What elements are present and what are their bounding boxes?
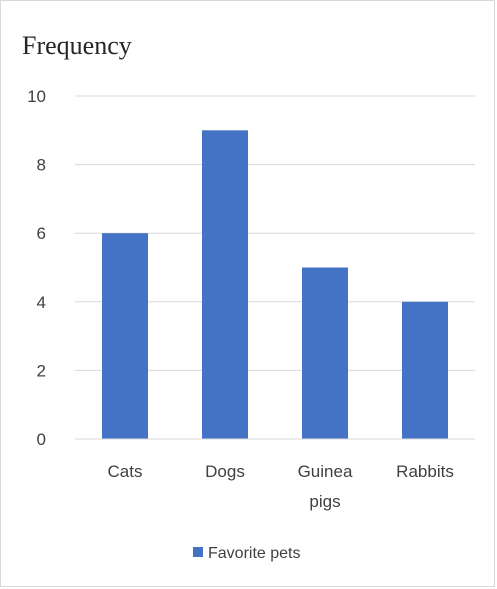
y-axis-tick-labels: 0 2 4 6 8 10 — [27, 87, 46, 449]
legend-label: Favorite pets — [208, 545, 300, 562]
bar-dogs — [202, 130, 248, 440]
x-category-label: Dogs — [205, 462, 245, 481]
chart-title: Frequency — [22, 31, 132, 60]
y-tick-label: 4 — [37, 293, 46, 312]
x-category-label: Rabbits — [396, 462, 454, 481]
y-tick-label: 2 — [37, 361, 46, 380]
x-category-label: Cats — [108, 462, 143, 481]
bar-cats — [102, 233, 148, 439]
legend: Favorite pets — [193, 545, 300, 562]
y-tick-label: 8 — [37, 156, 46, 175]
legend-swatch — [193, 547, 203, 557]
bar-guinea-pigs — [302, 267, 348, 439]
x-axis-category-labels: Cats Dogs Guinea pigs Rabbits — [108, 462, 454, 511]
y-tick-label: 6 — [37, 224, 46, 243]
y-tick-label: 0 — [37, 430, 46, 449]
x-category-label: Guinea pigs — [298, 462, 353, 511]
bars — [102, 130, 448, 440]
y-tick-label: 10 — [27, 87, 46, 106]
bar-rabbits — [402, 301, 448, 439]
